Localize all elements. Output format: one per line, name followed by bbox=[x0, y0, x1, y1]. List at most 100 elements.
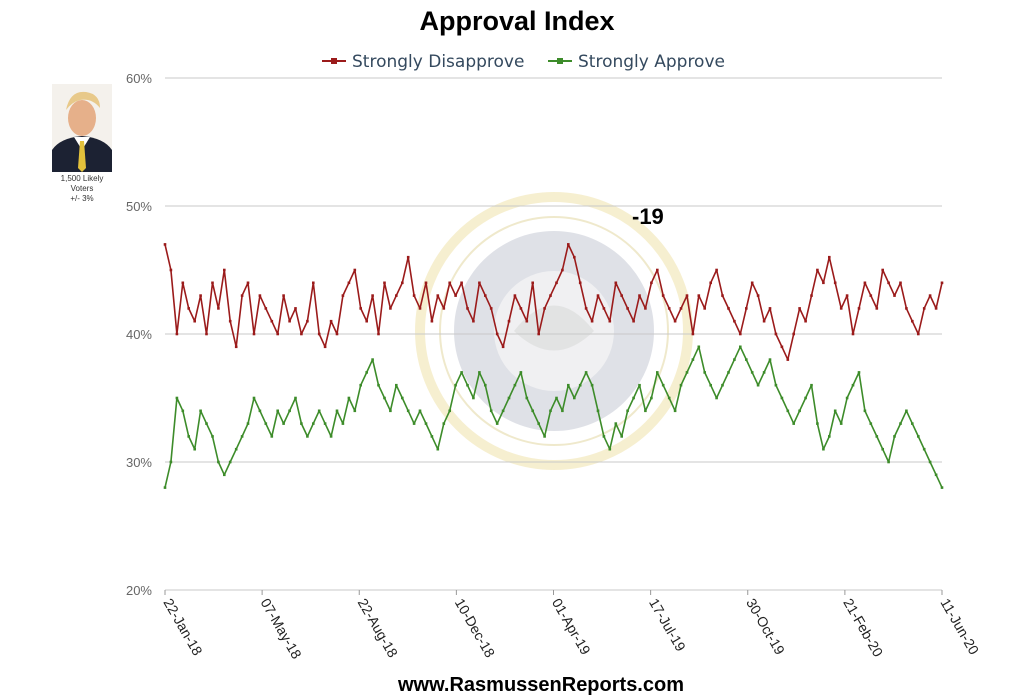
data-point-disapprove[interactable] bbox=[519, 307, 523, 310]
data-point-disapprove[interactable] bbox=[573, 255, 576, 259]
data-point-approve[interactable] bbox=[899, 422, 902, 425]
data-point-approve[interactable] bbox=[727, 371, 730, 374]
data-point-approve[interactable] bbox=[792, 422, 795, 425]
data-point-approve[interactable] bbox=[412, 422, 416, 425]
data-point-approve[interactable] bbox=[288, 409, 291, 413]
data-point-disapprove[interactable] bbox=[507, 319, 511, 323]
data-point-disapprove[interactable] bbox=[857, 307, 861, 310]
data-point-approve[interactable] bbox=[875, 435, 879, 438]
data-point-disapprove[interactable] bbox=[246, 281, 250, 285]
data-point-disapprove[interactable] bbox=[484, 294, 487, 297]
data-point-approve[interactable] bbox=[549, 409, 552, 413]
data-point-disapprove[interactable] bbox=[596, 294, 600, 297]
data-point-disapprove[interactable] bbox=[312, 281, 315, 285]
data-point-disapprove[interactable] bbox=[685, 294, 689, 297]
data-point-approve[interactable] bbox=[454, 383, 457, 387]
data-point-approve[interactable] bbox=[246, 422, 250, 425]
data-point-disapprove[interactable] bbox=[650, 281, 653, 285]
data-point-approve[interactable] bbox=[756, 383, 760, 387]
data-point-approve[interactable] bbox=[543, 435, 546, 438]
data-point-disapprove[interactable] bbox=[205, 332, 208, 336]
data-point-approve[interactable] bbox=[632, 396, 635, 400]
data-point-disapprove[interactable] bbox=[739, 332, 742, 336]
data-point-approve[interactable] bbox=[276, 409, 279, 413]
data-point-disapprove[interactable] bbox=[223, 268, 226, 272]
data-point-approve[interactable] bbox=[667, 396, 671, 400]
data-point-approve[interactable] bbox=[401, 396, 404, 400]
data-point-approve[interactable] bbox=[466, 383, 469, 387]
data-point-disapprove[interactable] bbox=[335, 332, 339, 336]
data-point-approve[interactable] bbox=[721, 383, 724, 387]
data-point-approve[interactable] bbox=[211, 435, 214, 438]
data-point-disapprove[interactable] bbox=[353, 268, 357, 272]
data-point-approve[interactable] bbox=[163, 486, 167, 489]
data-point-approve[interactable] bbox=[472, 396, 475, 400]
data-point-approve[interactable] bbox=[501, 409, 505, 413]
data-point-approve[interactable] bbox=[685, 371, 689, 374]
data-point-disapprove[interactable] bbox=[193, 319, 196, 323]
data-point-disapprove[interactable] bbox=[276, 332, 279, 336]
data-point-disapprove[interactable] bbox=[258, 294, 262, 297]
data-point-approve[interactable] bbox=[750, 371, 754, 374]
data-point-disapprove[interactable] bbox=[875, 307, 879, 310]
data-point-disapprove[interactable] bbox=[673, 319, 677, 323]
data-point-disapprove[interactable] bbox=[899, 281, 902, 285]
data-point-approve[interactable] bbox=[359, 383, 362, 387]
data-point-disapprove[interactable] bbox=[495, 332, 499, 336]
data-point-approve[interactable] bbox=[656, 371, 659, 374]
data-point-disapprove[interactable] bbox=[383, 281, 386, 285]
data-point-approve[interactable] bbox=[839, 422, 843, 425]
data-point-approve[interactable] bbox=[217, 460, 220, 464]
data-point-approve[interactable] bbox=[199, 409, 202, 413]
data-point-approve[interactable] bbox=[934, 473, 938, 477]
data-point-disapprove[interactable] bbox=[448, 281, 451, 285]
data-point-disapprove[interactable] bbox=[466, 307, 469, 310]
data-point-approve[interactable] bbox=[205, 422, 208, 425]
source-footer[interactable]: www.RasmussenReports.com bbox=[397, 674, 684, 696]
data-point-approve[interactable] bbox=[638, 383, 641, 387]
data-point-approve[interactable] bbox=[383, 396, 386, 400]
data-point-approve[interactable] bbox=[418, 409, 422, 413]
data-point-approve[interactable] bbox=[513, 383, 517, 387]
data-point-disapprove[interactable] bbox=[163, 243, 167, 246]
data-point-approve[interactable] bbox=[270, 435, 274, 438]
data-point-disapprove[interactable] bbox=[555, 281, 558, 285]
data-point-disapprove[interactable] bbox=[175, 332, 179, 336]
data-point-approve[interactable] bbox=[353, 409, 357, 413]
data-point-approve[interactable] bbox=[436, 447, 440, 451]
data-point-approve[interactable] bbox=[691, 358, 695, 361]
data-point-disapprove[interactable] bbox=[590, 319, 594, 323]
data-point-disapprove[interactable] bbox=[584, 307, 588, 310]
data-point-disapprove[interactable] bbox=[632, 319, 635, 323]
data-point-approve[interactable] bbox=[911, 422, 914, 425]
data-point-approve[interactable] bbox=[608, 447, 612, 451]
data-point-disapprove[interactable] bbox=[608, 319, 612, 323]
data-point-disapprove[interactable] bbox=[199, 294, 202, 297]
data-point-disapprove[interactable] bbox=[531, 281, 534, 285]
data-point-approve[interactable] bbox=[869, 422, 873, 425]
data-point-approve[interactable] bbox=[525, 396, 529, 400]
data-point-approve[interactable] bbox=[442, 422, 446, 425]
data-point-disapprove[interactable] bbox=[656, 268, 659, 272]
data-point-approve[interactable] bbox=[264, 422, 268, 425]
data-point-disapprove[interactable] bbox=[377, 332, 380, 336]
data-point-approve[interactable] bbox=[863, 409, 867, 413]
data-point-disapprove[interactable] bbox=[472, 319, 475, 323]
data-point-approve[interactable] bbox=[810, 383, 813, 387]
data-point-approve[interactable] bbox=[798, 409, 801, 413]
data-point-approve[interactable] bbox=[679, 383, 683, 387]
data-point-disapprove[interactable] bbox=[187, 307, 190, 310]
data-point-disapprove[interactable] bbox=[863, 281, 867, 285]
data-point-approve[interactable] bbox=[335, 409, 339, 413]
data-point-approve[interactable] bbox=[531, 409, 534, 413]
data-point-approve[interactable] bbox=[312, 422, 315, 425]
data-point-approve[interactable] bbox=[833, 409, 837, 413]
data-point-disapprove[interactable] bbox=[661, 294, 665, 297]
data-point-disapprove[interactable] bbox=[756, 294, 760, 297]
data-point-approve[interactable] bbox=[780, 396, 784, 400]
data-point-approve[interactable] bbox=[169, 460, 173, 464]
data-point-approve[interactable] bbox=[804, 396, 807, 400]
legend-item-approve[interactable]: Strongly Approve bbox=[548, 52, 725, 72]
data-point-approve[interactable] bbox=[590, 383, 594, 387]
data-point-disapprove[interactable] bbox=[549, 294, 552, 297]
